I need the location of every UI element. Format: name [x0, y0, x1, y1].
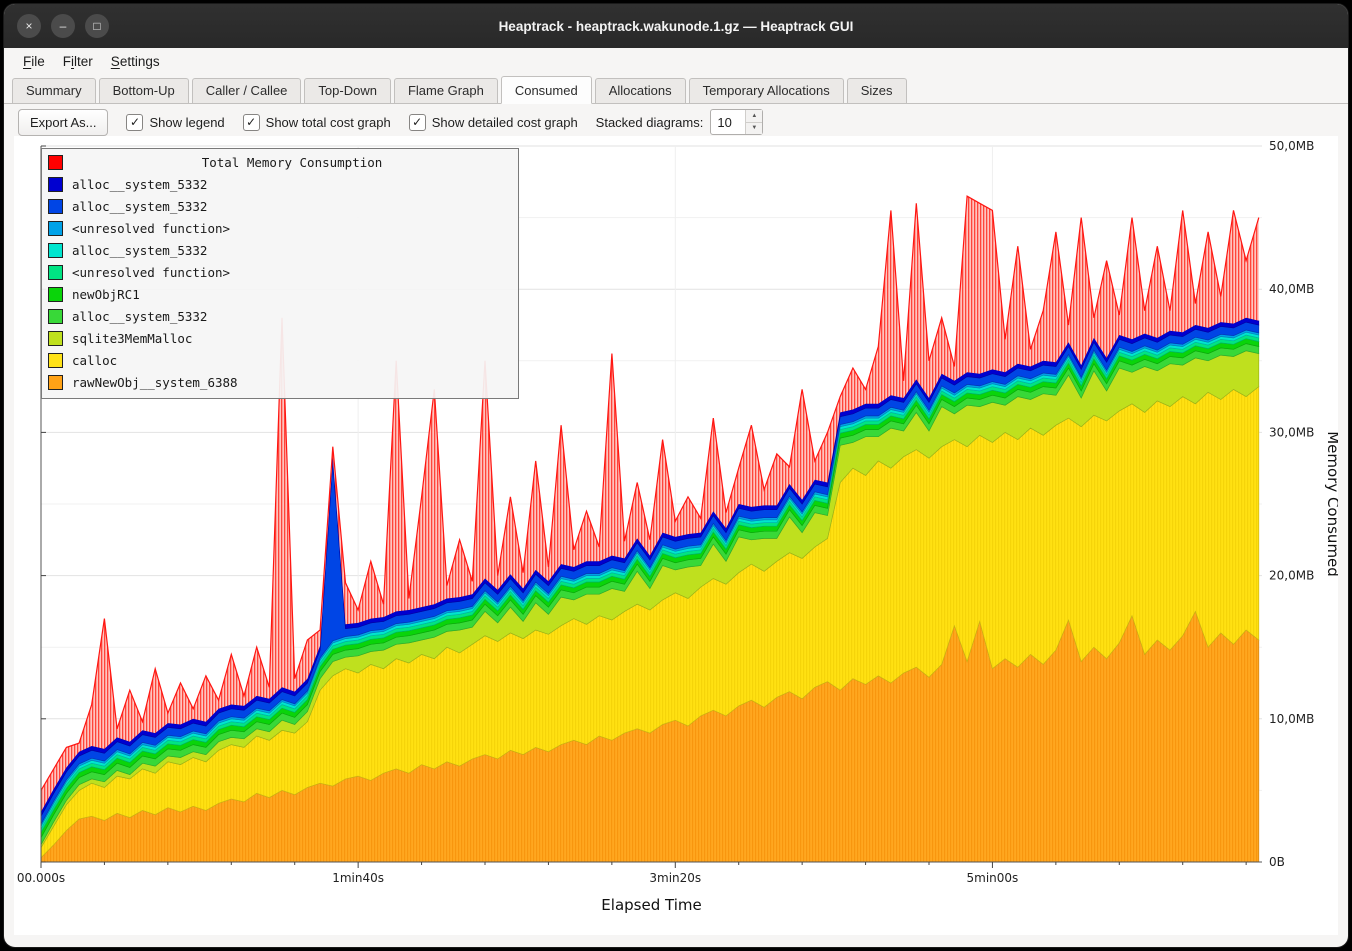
legend-swatch [48, 176, 63, 192]
tab-caller-callee[interactable]: Caller / Callee [191, 78, 302, 103]
tab-allocations[interactable]: Allocations [594, 78, 686, 103]
window-title: Heaptrack - heaptrack.wakunode.1.gz — He… [498, 18, 854, 34]
checkbox-mark: ✓ [242, 113, 260, 131]
window-controls: × – □ [17, 14, 109, 38]
legend-label: calloc [72, 352, 118, 368]
stacked-diagrams-label: Stacked diagrams: [595, 114, 704, 130]
menu-settings[interactable]: Settings [110, 53, 160, 69]
legend-label: <unresolved function> [72, 220, 231, 236]
legend-entry: alloc__system_5332 [46, 239, 512, 261]
checkbox-show-legend[interactable]: ✓ Show legend [126, 113, 225, 131]
checkbox-show-total-cost-graph[interactable]: ✓ Show total cost graph [242, 113, 391, 131]
svg-text:3min20s: 3min20s [649, 871, 701, 885]
legend-entry: <unresolved function> [46, 217, 512, 239]
legend-label: <unresolved function> [72, 264, 231, 280]
legend-label: alloc__system_5332 [72, 242, 208, 258]
legend-entry: sqlite3MemMalloc [46, 327, 512, 349]
svg-text:Memory Consumed: Memory Consumed [1324, 431, 1338, 577]
legend-swatch-total [48, 154, 63, 170]
checkbox-group: ✓ Show legend ✓ Show total cost graph ✓ Show … [126, 113, 578, 131]
spin-down-button[interactable]: ▼ [746, 122, 763, 134]
stacked-diagrams-control: Stacked diagrams: 10 ▲ ▼ [596, 109, 764, 135]
legend-swatch [48, 286, 63, 302]
svg-text:00.000s: 00.000s [17, 871, 65, 885]
legend-label: alloc__system_5332 [72, 198, 208, 214]
legend-swatch [48, 330, 63, 346]
legend-entry: rawNewObj__system_6388 [46, 371, 512, 393]
legend-swatch [48, 220, 63, 236]
spin-buttons: ▲ ▼ [745, 110, 763, 134]
checkbox-show-detailed-cost-graph[interactable]: ✓ Show detailed cost graph [408, 113, 578, 131]
tab-sizes[interactable]: Sizes [846, 78, 907, 103]
legend-label: newObjRC1 [72, 286, 140, 302]
checkbox-label: Show legend [149, 114, 225, 130]
legend-entry: alloc__system_5332 [46, 195, 512, 217]
chart-legend: Total Memory Consumption alloc__system_53… [41, 148, 519, 399]
export-as-button[interactable]: Export As... [18, 108, 109, 136]
checkbox-mark: ✓ [126, 113, 144, 131]
svg-text:1min40s: 1min40s [332, 871, 384, 885]
legend-swatch [48, 352, 63, 368]
tab-temporary-allocations[interactable]: Temporary Allocations [688, 78, 844, 103]
menu-filter[interactable]: Filter [62, 53, 93, 69]
legend-title: Total Memory Consumption [201, 154, 383, 170]
menu-bar: File Filter Settings [4, 48, 1348, 74]
legend-entry: newObjRC1 [46, 283, 512, 305]
legend-entry: alloc__system_5332 [46, 173, 512, 195]
legend-entry: calloc [46, 349, 512, 371]
checkbox-label: Show detailed cost graph [431, 114, 578, 130]
checkbox-mark: ✓ [408, 113, 426, 131]
svg-text:10,0MB: 10,0MB [1269, 712, 1314, 726]
consumed-chart-area: 00.000s 1min40s 3min20s 5min00s 0B 10,0MB 20,0… [14, 136, 1342, 935]
title-bar: × – □ Heaptrack - heaptrack.wakunode.1.gz … [4, 4, 1348, 48]
tab-bar: Summary Bottom-Up Caller / Callee Top-Down F… [4, 74, 1348, 104]
memory-consumption-chart[interactable]: 00.000s 1min40s 3min20s 5min00s 0B 10,0MB 20,0… [14, 136, 1342, 935]
legend-swatch [48, 242, 63, 258]
legend-title-row: Total Memory Consumption [46, 151, 512, 173]
svg-text:Elapsed Time: Elapsed Time [601, 896, 701, 914]
maximize-button[interactable]: □ [85, 14, 109, 38]
tab-bottom-up[interactable]: Bottom-Up [98, 78, 189, 103]
tab-flame-graph[interactable]: Flame Graph [393, 78, 498, 103]
svg-text:5min00s: 5min00s [967, 871, 1019, 885]
legend-swatch [48, 198, 63, 214]
legend-swatch [48, 264, 63, 280]
tab-summary[interactable]: Summary [12, 78, 96, 103]
close-button[interactable]: × [17, 14, 41, 38]
tab-top-down[interactable]: Top-Down [304, 78, 391, 103]
legend-swatch [48, 374, 63, 390]
svg-text:50,0MB: 50,0MB [1269, 139, 1314, 153]
checkbox-label: Show total cost graph [265, 114, 391, 130]
legend-label: rawNewObj__system_6388 [72, 374, 238, 390]
legend-entry: <unresolved function> [46, 261, 512, 283]
heaptrack-window: × – □ Heaptrack - heaptrack.wakunode.1.gz … [4, 4, 1348, 947]
legend-label: alloc__system_5332 [72, 308, 208, 324]
legend-swatch [48, 308, 63, 324]
svg-text:30,0MB: 30,0MB [1269, 425, 1314, 439]
legend-label: sqlite3MemMalloc [72, 330, 193, 346]
tab-consumed[interactable]: Consumed [500, 76, 592, 104]
svg-text:20,0MB: 20,0MB [1269, 569, 1314, 583]
stacked-diagrams-value[interactable]: 10 [717, 114, 732, 130]
stacked-diagrams-spinbox[interactable]: 10 ▲ ▼ [710, 109, 764, 135]
legend-entry: alloc__system_5332 [46, 305, 512, 327]
svg-text:40,0MB: 40,0MB [1269, 282, 1314, 296]
svg-text:0B: 0B [1269, 855, 1285, 869]
minimize-button[interactable]: – [51, 14, 75, 38]
toolbar: Export As... ✓ Show legend ✓ Show total cos… [4, 104, 1348, 140]
legend-label: alloc__system_5332 [72, 176, 208, 192]
spin-up-button[interactable]: ▲ [746, 110, 763, 123]
menu-file[interactable]: File [23, 53, 45, 69]
